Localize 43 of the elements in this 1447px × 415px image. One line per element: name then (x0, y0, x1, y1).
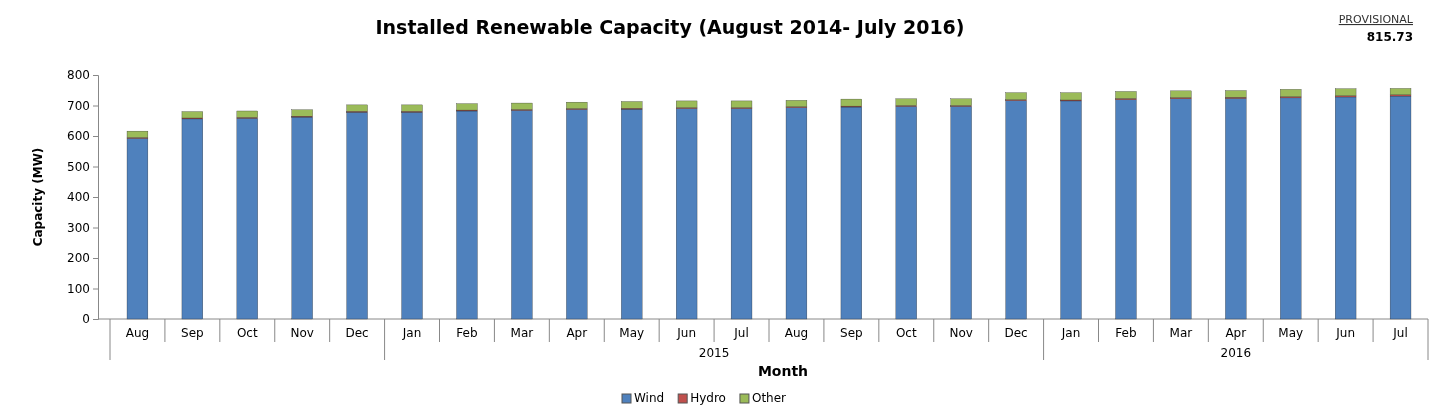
x-tick-label: Nov (290, 326, 314, 340)
x-axis-title: Month (757, 363, 809, 379)
x-tick-label: Jul (1392, 326, 1408, 340)
x-tick-label: Jan (401, 326, 422, 340)
y-tick-label: 100 (67, 281, 90, 296)
x-tick-label: Feb (1115, 326, 1137, 340)
x-tick-label: Apr (1225, 326, 1247, 340)
x-tick-label: Jan (1060, 326, 1081, 340)
y-tick-label: 700 (67, 98, 90, 113)
x-tick-label: Aug (784, 326, 809, 340)
text: 2016 (1220, 346, 1252, 360)
y-tick-label: 200 (67, 251, 90, 266)
x-tick-label: Jun (676, 326, 696, 340)
x-tick-label: Mar (510, 326, 534, 340)
y-tick-label: 600 (67, 129, 90, 144)
x-tick-label: Feb (456, 326, 478, 340)
text: PROVISIONAL (1338, 13, 1414, 26)
x-tick-label: Jun (1335, 326, 1355, 340)
legend-label: Other (751, 391, 787, 405)
text: 2015 (698, 346, 730, 360)
legend-label: Hydro (690, 391, 726, 405)
y-tick-label: 300 (67, 220, 90, 235)
y-tick-label: 0 (82, 312, 90, 327)
y-tick-label: 400 (67, 190, 90, 205)
x-tick-label: May (619, 326, 645, 340)
x-tick-label: Apr (566, 326, 588, 340)
x-tick-label: Oct (236, 326, 258, 340)
x-tick-label: Sep (181, 326, 204, 340)
y-tick-label: 500 (67, 159, 90, 174)
y-axis-title: Capacity (MW) (31, 147, 45, 247)
x-tick-label: Nov (949, 326, 973, 340)
y-tick-label: 800 (67, 68, 90, 83)
text: 815.73 (1366, 30, 1413, 44)
x-tick-label: Dec (345, 326, 369, 340)
legend-label: Wind (634, 391, 665, 405)
x-tick-label: Jul (733, 326, 749, 340)
x-tick-label: Aug (125, 326, 150, 340)
x-tick-label: Oct (895, 326, 917, 340)
chart-title: Installed Renewable Capacity (August 2014- July 2016) (375, 16, 965, 38)
x-tick-label: May (1278, 326, 1304, 340)
x-tick-label: Dec (1004, 326, 1028, 340)
x-tick-label: Mar (1169, 326, 1193, 340)
x-tick-label: Sep (840, 326, 863, 340)
